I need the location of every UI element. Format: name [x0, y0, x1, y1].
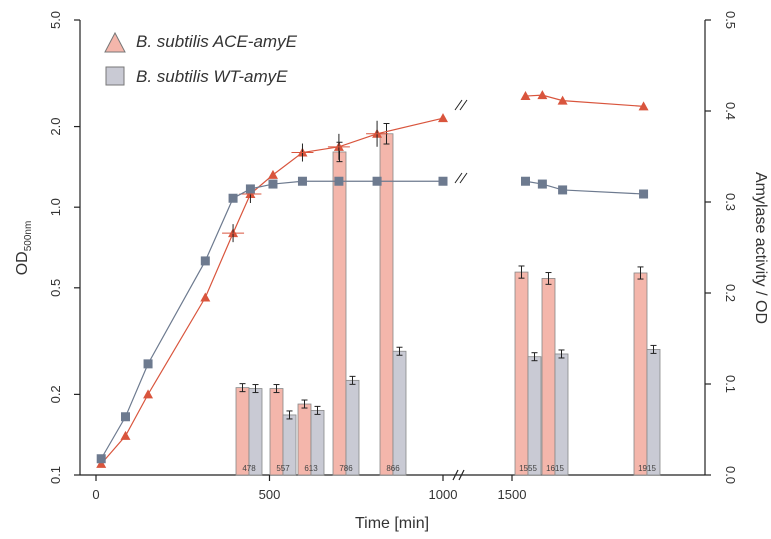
bars: 478 557 613 786 866 1555 1615 1915 [235, 123, 661, 476]
od-point-ace [537, 90, 548, 100]
od-point-ace [143, 389, 154, 399]
bar-ace [269, 388, 284, 476]
od-point-ace [638, 101, 649, 111]
bar-time-label: 1555 [519, 464, 537, 473]
x-axis-break-mark [458, 469, 465, 481]
left-tick-label: 0.1 [48, 466, 63, 484]
x-axis-break-mark [452, 469, 459, 481]
right-tick-label: 0.3 [723, 193, 738, 211]
left-tick-label: 0.2 [48, 385, 63, 403]
left-axis-title-main: OD [14, 251, 31, 275]
left-tick-label: 0.5 [48, 279, 63, 297]
od-point-ace [438, 113, 448, 123]
bar-ace [541, 278, 556, 476]
left-axis-title-subscript: 500nm [23, 221, 34, 252]
bar-wt [345, 379, 360, 476]
bar-time-label: 478 [242, 464, 256, 473]
od-line-ace [525, 94, 644, 107]
od-point-wt [438, 176, 448, 186]
od-line-wt [525, 180, 644, 195]
x-tick-label: 1000 [429, 487, 458, 502]
bar-time-label: 1615 [546, 464, 564, 473]
left-tick-label: 2.0 [48, 118, 63, 136]
od-point-ace [96, 458, 107, 468]
od-point-wt [96, 454, 106, 464]
right-tick-label: 0.1 [723, 375, 738, 393]
bar-ace [514, 271, 529, 476]
od-point-wt [200, 256, 210, 266]
od-point-ace [520, 91, 531, 101]
x-axis-title: Time [min] [355, 515, 429, 532]
od-point-wt [143, 359, 153, 369]
series-break-mark [454, 172, 463, 184]
legend-label-wt: B. subtilis WT-amyE [136, 67, 288, 86]
od-point-wt [268, 179, 278, 189]
bar-ace [379, 133, 394, 476]
od-point-wt [245, 184, 255, 194]
od-point-ace [267, 169, 278, 179]
bar-wt [527, 356, 542, 476]
right-tick-label: 0.2 [723, 284, 738, 302]
legend-marker-ace [104, 31, 126, 53]
bar-time-label: 557 [276, 464, 290, 473]
od-point-wt [297, 176, 307, 186]
bar-wt [248, 388, 263, 476]
x-tick-label: 0 [92, 487, 99, 502]
od-point-wt [372, 176, 382, 186]
od-point-wt [639, 189, 649, 199]
ticks: 0.1 0.2 0.5 1.0 2.0 5.0 0.0 0.1 0.2 0.3 0.4 0.5 0 500… [48, 11, 738, 502]
od-point-wt [334, 176, 344, 186]
bar-ace [332, 151, 347, 476]
od-series [96, 90, 649, 468]
bar-time-label: 866 [386, 464, 400, 473]
bar-ace [235, 387, 250, 476]
left-tick-label: 1.0 [48, 198, 63, 216]
od-point-ace [557, 95, 568, 105]
x-tick-label: 1500 [498, 487, 527, 502]
legend-label-ace: B. subtilis ACE-amyE [136, 32, 298, 51]
x-axis-break-marks [452, 469, 465, 481]
left-axis-title: OD500nm [14, 221, 34, 276]
legend: B. subtilis ACE-amyE B. subtilis WT-amyE [104, 31, 298, 86]
series-break-mark [459, 172, 468, 184]
od-point-wt [228, 193, 238, 203]
bar-time-label: 786 [339, 464, 353, 473]
left-tick-label: 5.0 [48, 11, 63, 29]
od-point-wt [520, 176, 530, 186]
od-point-wt [120, 412, 130, 422]
od-point-wt [558, 185, 568, 195]
bar-wt [392, 350, 407, 476]
bar-ace [633, 272, 648, 476]
bar-time-label: 613 [304, 464, 318, 473]
right-tick-label: 0.4 [723, 102, 738, 120]
series-break-mark [459, 99, 468, 111]
series-break-mark [454, 99, 463, 111]
bar-time-label: 1915 [638, 464, 656, 473]
bar-wt [646, 349, 661, 476]
od-point-ace [200, 292, 211, 302]
legend-marker-wt [105, 66, 125, 86]
right-axis-title: Amylase activity / OD [752, 172, 769, 324]
right-tick-label: 0.5 [723, 11, 738, 29]
od-point-ace [120, 430, 131, 440]
od-point-wt [537, 179, 547, 189]
bar-wt [554, 353, 569, 476]
x-tick-label: 500 [259, 487, 281, 502]
right-tick-label: 0.0 [723, 466, 738, 484]
